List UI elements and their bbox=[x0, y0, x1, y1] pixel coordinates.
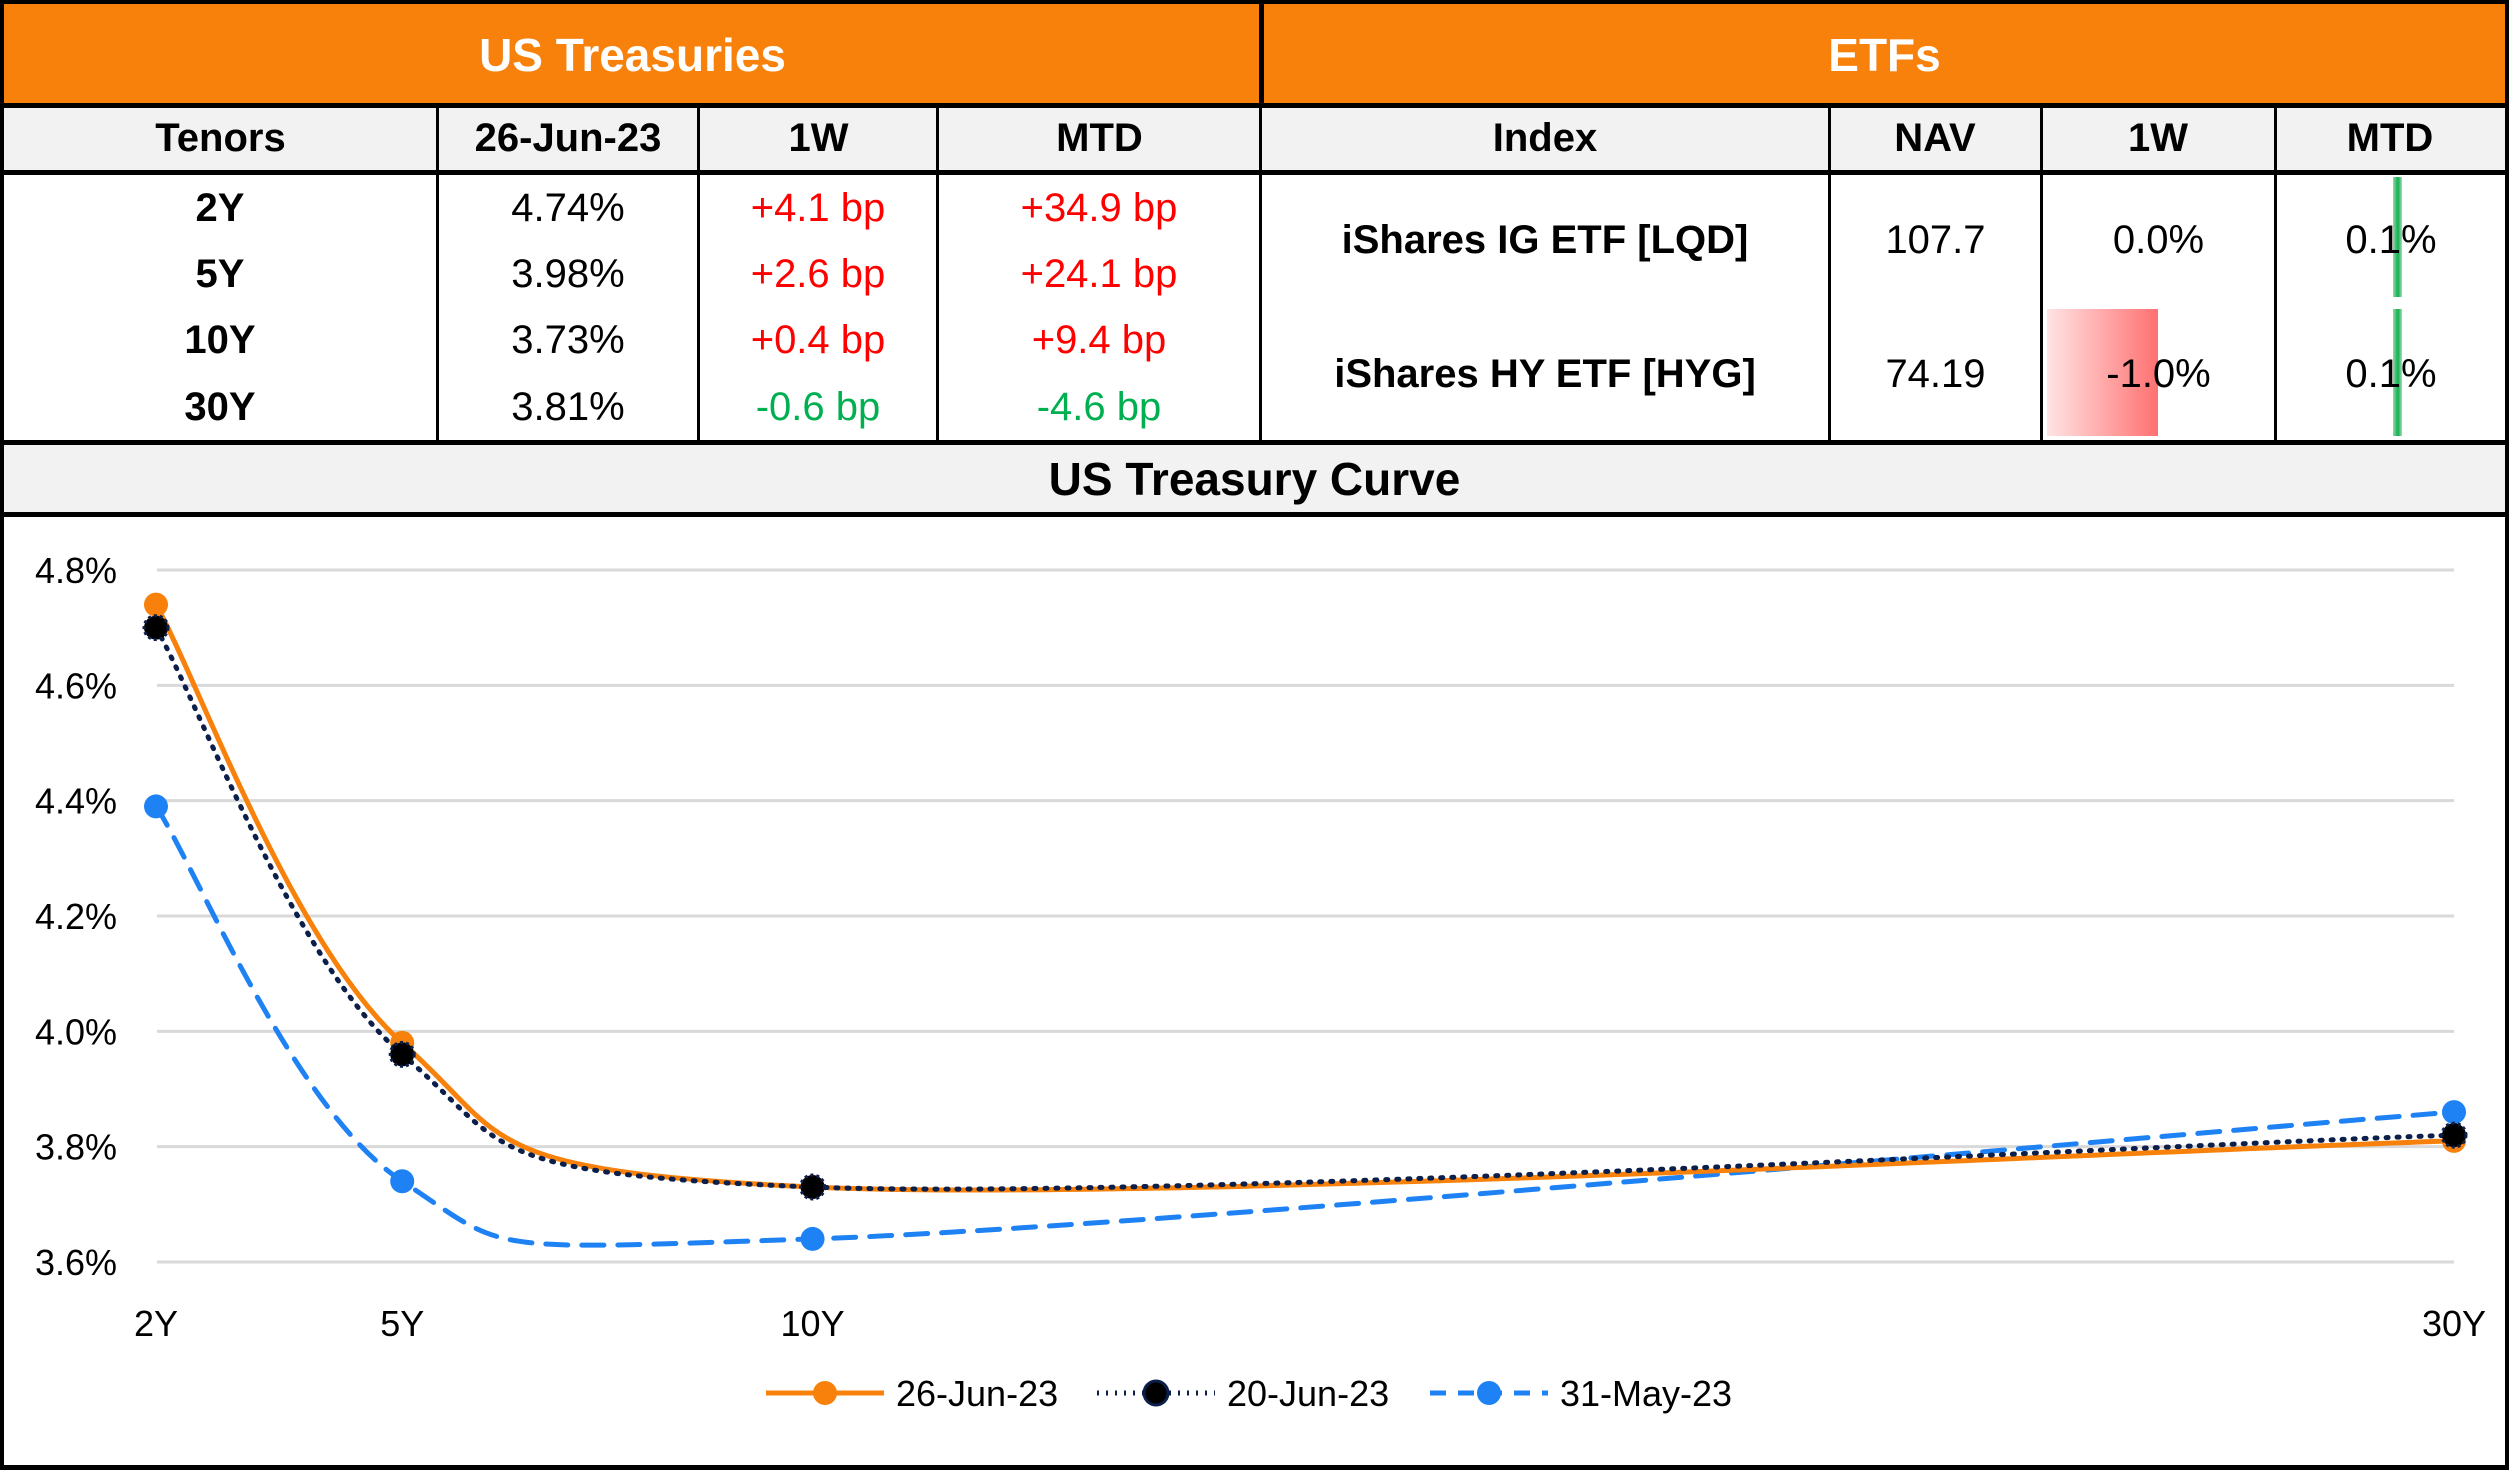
change-1w: +4.1 bp bbox=[750, 185, 886, 230]
change-1w: -0.6 bp bbox=[755, 384, 881, 429]
y-tick-label: 3.8% bbox=[35, 1127, 117, 1168]
data-point bbox=[388, 1040, 416, 1068]
col-header-tenors: Tenors bbox=[0, 105, 437, 172]
us-treasuries-title: US Treasuries bbox=[479, 28, 786, 81]
data-point bbox=[2442, 1100, 2466, 1125]
etfs-title: ETFs bbox=[1828, 28, 1941, 81]
series-layer bbox=[142, 592, 2468, 1251]
legend-marker bbox=[1142, 1379, 1170, 1407]
x-tick-label: 30Y bbox=[2422, 1303, 2486, 1344]
data-bar-hyg-mtd bbox=[2393, 309, 2402, 436]
col-header-1w: 1W bbox=[699, 105, 938, 172]
col-divider bbox=[1259, 0, 1262, 443]
etf-change-mtd: 0.1% bbox=[2345, 217, 2437, 262]
data-bar-hyg-1w bbox=[2047, 309, 2158, 436]
change-mtd: +24.1 bp bbox=[1020, 251, 1178, 296]
legend-item: 31-May-23 bbox=[1430, 1373, 1732, 1414]
change-mtd: +34.9 bp bbox=[1020, 185, 1178, 230]
series-31-May-23 bbox=[144, 794, 2466, 1251]
change-mtd: -4.6 bp bbox=[1036, 384, 1162, 429]
y-axis-labels: 3.6% 3.8% 4.0% 4.2% 4.4% 4.6% 4.8% bbox=[35, 550, 117, 1283]
x-tick-label: 2Y bbox=[134, 1303, 178, 1344]
series-26-Jun-23 bbox=[144, 592, 2466, 1200]
etf-change-mtd: 0.1% bbox=[2345, 351, 2437, 396]
series-line bbox=[153, 625, 2457, 1192]
change-1w: +0.4 bp bbox=[750, 317, 886, 362]
col-divider bbox=[1828, 105, 1831, 443]
yield-value: 3.81% bbox=[511, 384, 625, 429]
data-bar-lqd-mtd bbox=[2393, 177, 2402, 297]
legend-item: 26-Jun-23 bbox=[766, 1373, 1058, 1414]
data-point bbox=[144, 794, 168, 819]
change-mtd: +9.4 bp bbox=[1031, 317, 1167, 362]
etf-change-1w: -1.0% bbox=[2106, 351, 2211, 396]
col-divider bbox=[697, 105, 700, 443]
legend-label: 26-Jun-23 bbox=[896, 1373, 1058, 1414]
data-point bbox=[799, 1173, 827, 1201]
table-left-border bbox=[0, 105, 4, 445]
data-point bbox=[2440, 1121, 2468, 1149]
tenor-label: 30Y bbox=[184, 384, 256, 429]
x-axis-labels: 2Y 5Y 10Y 30Y bbox=[134, 1303, 2486, 1344]
col-divider bbox=[436, 105, 439, 443]
series-line bbox=[153, 602, 2457, 1193]
x-tick-label: 10Y bbox=[781, 1303, 845, 1344]
col-header-date: 26-Jun-23 bbox=[437, 105, 699, 172]
etf-change-1w: 0.0% bbox=[2112, 217, 2205, 262]
series-line bbox=[153, 803, 2457, 1248]
col-header-nav: NAV bbox=[1829, 105, 2041, 172]
etf-nav: 107.7 bbox=[1885, 217, 1986, 262]
table-right-border bbox=[2505, 0, 2509, 520]
rule-title-bottom bbox=[0, 512, 2509, 517]
yield-value: 3.73% bbox=[511, 317, 625, 362]
legend-marker bbox=[813, 1381, 837, 1405]
chart-title: US Treasury Curve bbox=[0, 445, 2509, 513]
y-tick-label: 4.0% bbox=[35, 1011, 117, 1052]
col-header-index: Index bbox=[1261, 105, 1829, 172]
y-tick-label: 4.6% bbox=[35, 665, 117, 706]
us-treasuries-header: US Treasuries bbox=[0, 0, 1261, 105]
col-header-etf-mtd: MTD bbox=[2275, 105, 2509, 172]
y-tick-label: 4.2% bbox=[35, 896, 117, 937]
yield-value: 3.98% bbox=[511, 251, 625, 296]
rule-header-bottom bbox=[0, 103, 2509, 108]
x-tick-label: 5Y bbox=[380, 1303, 424, 1344]
legend-item: 20-Jun-23 bbox=[1097, 1373, 1389, 1414]
y-tick-label: 3.6% bbox=[35, 1242, 117, 1283]
etfs-header: ETFs bbox=[1261, 0, 2509, 105]
gridlines bbox=[157, 568, 2454, 1264]
rule-colheader-bottom bbox=[0, 170, 2509, 175]
data-point bbox=[800, 1226, 825, 1251]
series-20-Jun-23 bbox=[142, 614, 2468, 1201]
rule-body-bottom bbox=[0, 440, 2509, 445]
col-divider bbox=[2040, 105, 2043, 443]
col-divider bbox=[936, 105, 939, 443]
legend-label: 31-May-23 bbox=[1560, 1373, 1732, 1414]
col-header-etf-1w: 1W bbox=[2041, 105, 2275, 172]
y-tick-label: 4.4% bbox=[35, 781, 117, 822]
col-divider bbox=[2274, 105, 2277, 443]
y-tick-label: 4.8% bbox=[35, 550, 117, 591]
legend-marker bbox=[1477, 1381, 1501, 1405]
etf-nav: 74.19 bbox=[1885, 351, 1986, 396]
yield-value: 4.74% bbox=[511, 185, 625, 230]
etf-name: iShares HY ETF [HYG] bbox=[1334, 351, 1756, 396]
legend-label: 20-Jun-23 bbox=[1227, 1373, 1389, 1414]
etf-name: iShares IG ETF [LQD] bbox=[1341, 217, 1749, 262]
col-header-mtd: MTD bbox=[938, 105, 1261, 172]
tenor-label: 2Y bbox=[195, 185, 245, 230]
data-point bbox=[144, 592, 168, 617]
data-point bbox=[390, 1169, 415, 1194]
tenor-label: 10Y bbox=[184, 317, 256, 362]
data-point bbox=[142, 614, 170, 642]
change-1w: +2.6 bp bbox=[750, 251, 886, 296]
tenor-label: 5Y bbox=[195, 251, 245, 296]
chart-frame bbox=[0, 515, 2509, 1470]
legend: 26-Jun-23 20-Jun-23 31-May-23 bbox=[766, 1373, 1732, 1414]
